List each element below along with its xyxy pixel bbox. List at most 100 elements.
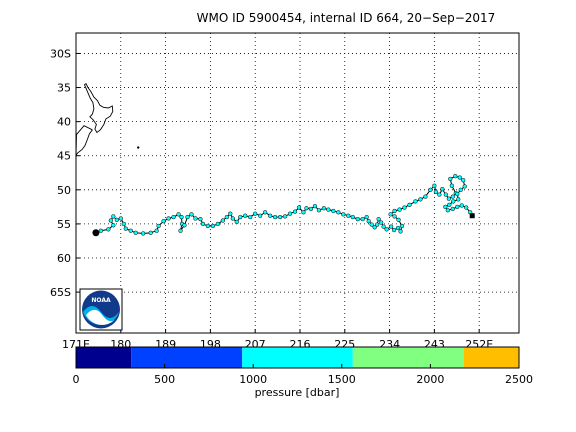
profile-point (397, 207, 402, 212)
profile-point (428, 187, 433, 192)
colorbar-ticks: 0 500 1000 1500 2000 2500 (73, 364, 533, 386)
profile-point (111, 214, 116, 219)
profile-point (392, 214, 397, 219)
profile-point (364, 214, 369, 220)
profile-point (355, 216, 360, 222)
profile-point (287, 211, 293, 216)
profile-point (398, 229, 403, 234)
small-island (137, 146, 140, 149)
profile-point (243, 213, 248, 218)
profile-point (296, 205, 302, 210)
logo-bird (86, 309, 117, 325)
lat-tick-label: 35 (57, 82, 71, 95)
profile-point (376, 216, 381, 222)
lat-tick-label: 60 (57, 252, 71, 265)
profile-point (450, 206, 455, 212)
profile-point (228, 211, 233, 216)
colorbar-tick-label: 1500 (328, 373, 356, 386)
profile-point (179, 214, 184, 220)
colorbar: 0 500 1000 1500 2000 2500 pressure [dbar] (73, 346, 533, 399)
figure-title: WMO ID 5900454, internal ID 664, 20−Sep−… (197, 11, 496, 25)
profile-point (456, 197, 461, 202)
lat-tick-label: 55 (57, 218, 71, 231)
profile-point (407, 202, 412, 207)
profile-point (304, 206, 309, 211)
profile-point (282, 214, 288, 219)
profile-point (301, 210, 306, 215)
profile-point (443, 204, 448, 210)
profile-point (392, 208, 397, 214)
profile-point (396, 217, 401, 222)
profile-point (366, 219, 371, 224)
profile-point (413, 199, 418, 204)
colorbar-tick-label: 0 (73, 373, 80, 386)
profile-point (277, 214, 283, 220)
profile-point (461, 178, 466, 183)
profile-point (391, 227, 397, 233)
south-island-coast (75, 125, 93, 156)
logo-text: NOAA (91, 297, 111, 304)
profile-point (238, 214, 243, 220)
colorbar-bins (76, 347, 519, 368)
profile-point (350, 214, 355, 220)
profile-point (292, 209, 298, 214)
profile-point (308, 206, 314, 212)
profile-point (372, 225, 377, 230)
profile-point (432, 183, 437, 188)
noaa-logo: NOAA (79, 288, 123, 331)
profile-point (384, 227, 389, 232)
lat-tick-label: 40 (57, 116, 71, 129)
profile-point (108, 218, 113, 223)
profile-point (447, 202, 452, 207)
profile-point (262, 210, 268, 215)
profile-point (388, 224, 394, 229)
profile-point (336, 210, 341, 215)
profile-point (253, 211, 258, 216)
profile-point (234, 219, 239, 225)
profile-point (185, 214, 190, 220)
profile-point (331, 208, 336, 214)
profile-point (220, 218, 225, 223)
profile-point (462, 184, 467, 189)
profile-point (267, 213, 273, 218)
profile-point (449, 183, 454, 188)
profile-point (446, 196, 451, 201)
float-trajectory (92, 174, 475, 237)
profile-point (198, 216, 203, 222)
profile-point (123, 226, 128, 231)
profile-point (316, 208, 322, 213)
colorbar-tick-label: 500 (154, 373, 175, 386)
profile-point (189, 212, 194, 217)
profile-point (346, 213, 351, 218)
profile-point (459, 203, 464, 208)
profile-point (133, 230, 138, 235)
profile-point (360, 216, 365, 222)
profile-point (455, 204, 460, 210)
start-marker (92, 229, 100, 237)
colorbar-tick-label: 2000 (416, 373, 444, 386)
profile-point (381, 224, 386, 229)
profile-point (193, 216, 198, 221)
profile-point (200, 221, 206, 227)
lat-tick-label: 50 (57, 184, 71, 197)
profile-point (156, 223, 161, 229)
profile-point (171, 214, 176, 220)
profile-point (433, 189, 439, 195)
profile-point (178, 228, 183, 233)
profile-point (453, 174, 458, 179)
profile-point (399, 223, 405, 229)
profile-point (457, 175, 462, 180)
profile-point (272, 214, 278, 220)
profile-point (451, 199, 456, 204)
profile-point (210, 223, 216, 229)
colorbar-frame (75, 346, 520, 369)
colorbar-bin (131, 347, 243, 368)
profile-point (148, 230, 153, 235)
lat-tick-label: 65S (50, 286, 71, 299)
profile-point (98, 228, 104, 233)
profile-point (128, 228, 133, 233)
profile-point (106, 227, 111, 232)
profile-point (418, 197, 423, 202)
profile-point (423, 194, 428, 199)
profile-point (378, 220, 384, 225)
